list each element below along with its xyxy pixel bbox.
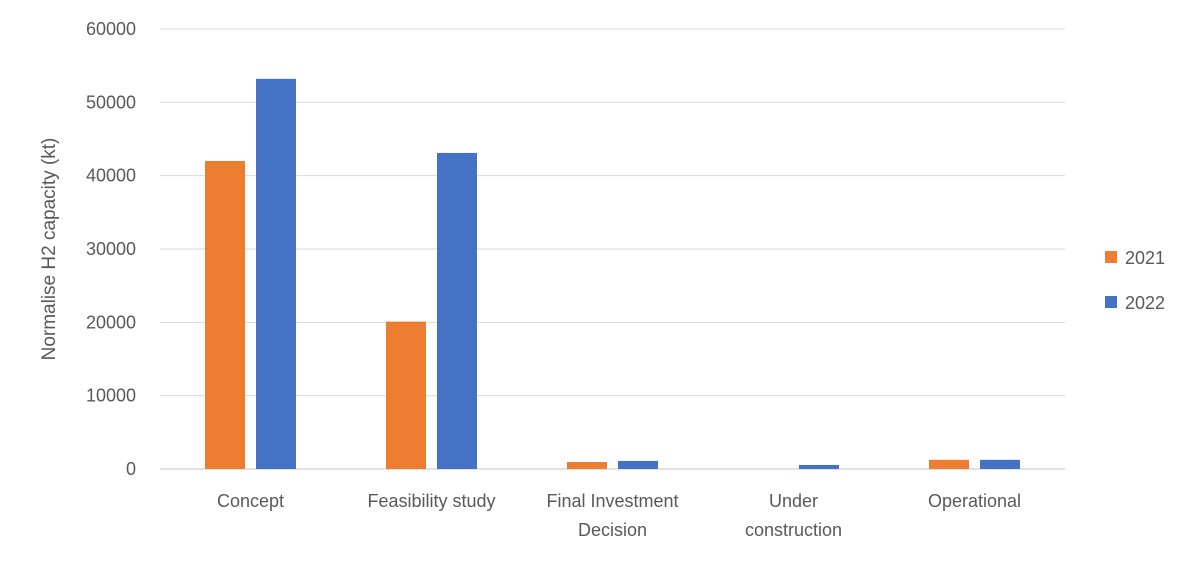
x-tick-label: Final Investment [546, 491, 678, 511]
x-tick-label: construction [745, 520, 842, 540]
bar-2021 [567, 462, 607, 469]
legend-label: 2022 [1125, 293, 1165, 313]
y-axis-label: Normalise H2 capacity (kt) [39, 138, 60, 361]
legend-label: 2021 [1125, 248, 1165, 268]
legend-swatch [1105, 296, 1117, 308]
legend-swatch [1105, 251, 1117, 263]
x-tick-label: Feasibility study [367, 491, 495, 511]
y-tick-label: 60000 [86, 19, 136, 39]
bar-2022 [980, 459, 1020, 469]
y-tick-label: 30000 [86, 239, 136, 259]
x-tick-label: Decision [578, 520, 647, 540]
bar-2021 [205, 161, 245, 469]
y-tick-label: 10000 [86, 386, 136, 406]
bar-2022 [256, 78, 296, 469]
bar-2022 [437, 152, 477, 469]
bar-2021 [929, 459, 969, 469]
x-tick-label: Under [769, 491, 818, 511]
y-tick-label: 40000 [86, 166, 136, 186]
bar-2022 [799, 464, 839, 469]
bar-2022 [618, 460, 658, 469]
y-tick-label: 20000 [86, 312, 136, 332]
bar-2021 [386, 321, 426, 469]
y-tick-label: 50000 [86, 92, 136, 112]
x-tick-label: Operational [928, 491, 1021, 511]
y-tick-label: 0 [126, 459, 136, 479]
x-tick-label: Concept [217, 491, 284, 511]
